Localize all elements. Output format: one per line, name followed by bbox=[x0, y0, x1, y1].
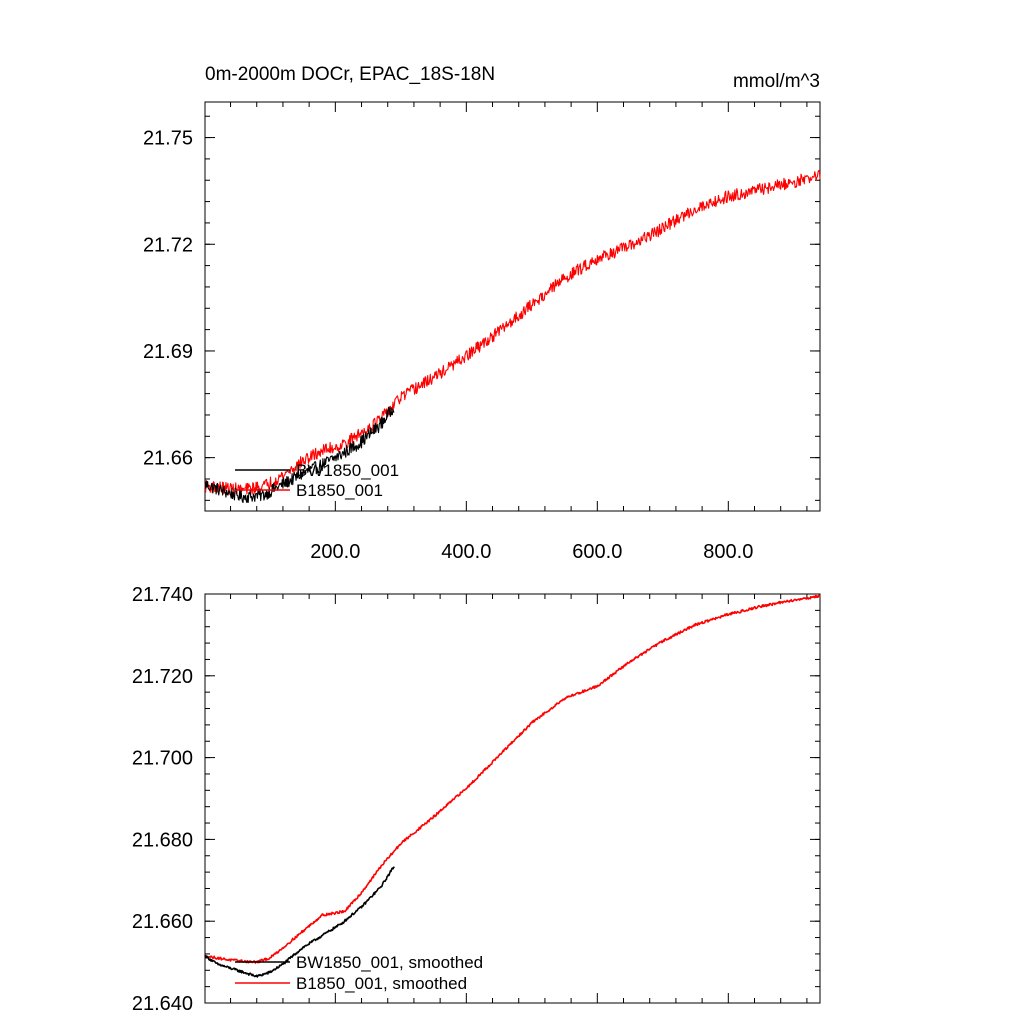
bottom-series-line-b1850 bbox=[204, 594, 821, 964]
legend-label-bw1850: BW1850_001 bbox=[296, 461, 399, 480]
top-x-tick-label: 200.0 bbox=[310, 541, 360, 563]
top-x-tick-label: 600.0 bbox=[572, 541, 622, 563]
top-plot-frame bbox=[204, 101, 821, 512]
bottom-series-line-bw1850 bbox=[204, 866, 395, 978]
top-y-tick-label: 21.66 bbox=[143, 448, 193, 470]
units-label: mmol/m^3 bbox=[733, 71, 820, 92]
top-x-tick-label: 400.0 bbox=[441, 541, 491, 563]
legend-label-b1850: B1850_001 bbox=[296, 481, 383, 500]
bottom-panel: 21.640 21.660 21.680 21.700 21.720 21.740 BW1… bbox=[132, 584, 821, 1015]
legend-label-bw1850-smoothed: BW1850_001, smoothed bbox=[296, 953, 483, 972]
bottom-y-tick-label: 21.740 bbox=[132, 584, 193, 606]
bottom-y-tick-label: 21.720 bbox=[132, 666, 193, 688]
chart-title: 0m-2000m DOCr, EPAC_18S-18N bbox=[205, 64, 495, 85]
top-axis-ticks: 21.66 21.69 21.72 21.75 200.0 400.0 600.0 800.0 bbox=[143, 102, 820, 563]
top-y-tick-label: 21.72 bbox=[143, 234, 193, 256]
bottom-y-tick-label: 21.660 bbox=[132, 911, 193, 933]
bottom-y-tick-label: 21.700 bbox=[132, 748, 193, 770]
legend-label-b1850-smoothed: B1850_001, smoothed bbox=[296, 974, 467, 993]
top-panel: 0m-2000m DOCr, EPAC_18S-18N mmol/m^3 21.… bbox=[143, 64, 821, 563]
top-x-tick-label: 800.0 bbox=[703, 541, 753, 563]
top-series-lines bbox=[204, 170, 821, 504]
top-series-line-b1850 bbox=[204, 170, 821, 495]
top-series-line-bw1850 bbox=[204, 406, 395, 504]
top-y-tick-label: 21.75 bbox=[143, 128, 193, 150]
bottom-y-tick-label: 21.640 bbox=[132, 993, 193, 1015]
bottom-y-tick-label: 21.680 bbox=[132, 829, 193, 851]
top-y-tick-label: 21.69 bbox=[143, 341, 193, 363]
bottom-axis-ticks: 21.640 21.660 21.680 21.700 21.720 21.740 bbox=[132, 584, 820, 1015]
bottom-plot-frame bbox=[204, 593, 821, 1004]
bottom-legend: BW1850_001, smoothed B1850_001, smoothed bbox=[235, 953, 483, 993]
bottom-series-lines bbox=[204, 594, 821, 978]
top-legend: BW1850_001 B1850_001 bbox=[235, 461, 399, 500]
